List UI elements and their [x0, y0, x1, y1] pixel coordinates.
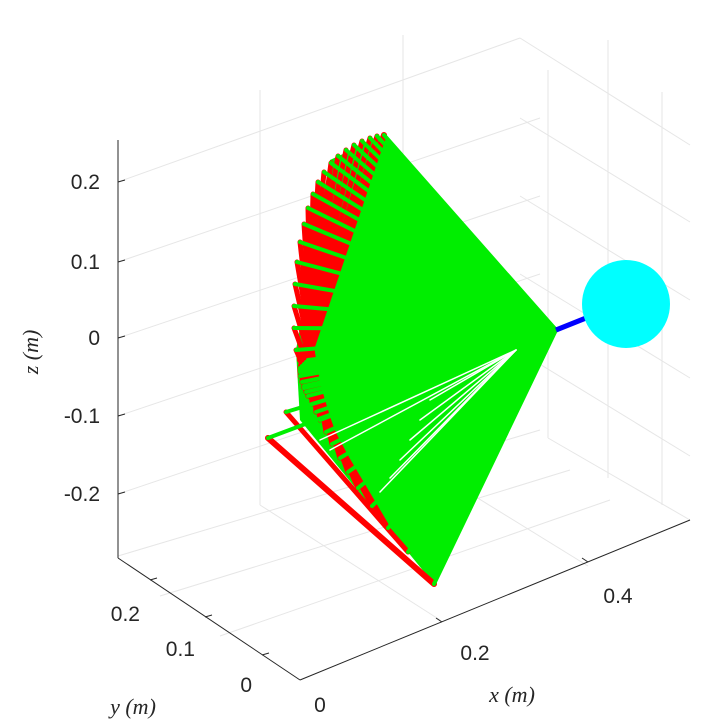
x-tick: [581, 557, 589, 563]
z-tick: [117, 491, 126, 495]
arm-lower-link: [318, 328, 558, 422]
z-tick-label: -0.1: [64, 405, 100, 428]
arm-lower-link: [324, 328, 558, 434]
grid-line: [117, 37, 521, 183]
y-tick: [149, 577, 158, 581]
arm-lower-link: [302, 222, 558, 332]
y-tick: [204, 614, 213, 618]
arm-lower-link: [406, 328, 558, 554]
arm-gap: [419, 349, 517, 421]
z-tick: [117, 259, 126, 263]
y-tick-label: 0.1: [166, 638, 195, 661]
grid-line: [159, 469, 571, 597]
axes: [117, 140, 691, 681]
arm-lower-link: [346, 328, 558, 474]
arm-lower-link: [316, 180, 558, 332]
arm-lower-link: [386, 328, 558, 530]
z-axis-title: z (m): [18, 330, 43, 376]
z-tick-label: 0.1: [71, 251, 100, 274]
z-tick: [117, 179, 126, 183]
arm-gap: [379, 349, 517, 493]
arm-lower-link: [293, 282, 558, 332]
grid-line: [519, 351, 691, 457]
arm-gap: [409, 349, 517, 441]
arm-lower-link: [298, 240, 558, 332]
y-tick-label: 0.2: [111, 603, 140, 626]
x-tick-label: 0: [314, 694, 326, 717]
grid-line: [547, 437, 691, 521]
x-tick-label: 0.4: [603, 585, 633, 608]
x-axis-title: x (m): [488, 682, 535, 707]
arm-lower-link: [311, 192, 558, 332]
y-axis-title: y (m): [108, 694, 156, 719]
arm-lower-link: [338, 328, 558, 460]
arm-lower-link: [292, 304, 558, 332]
z-tick-label: -0.2: [64, 483, 100, 506]
arm-gap: [399, 349, 517, 461]
y-tick-labels: 0.2 0.1 0: [111, 603, 252, 697]
y-tick-label: 0: [240, 674, 252, 697]
target-sphere: [582, 260, 670, 348]
grid-line: [519, 37, 691, 146]
x-tick-labels: 0 0.2 0.4: [314, 585, 633, 717]
z-tick-label: 0: [88, 327, 100, 350]
arm-lower-link: [295, 260, 558, 332]
y-axis-line: [117, 557, 301, 681]
arm-lower-link: [432, 328, 558, 586]
z-tick-label: 0.2: [71, 171, 100, 194]
arm-gap: [319, 349, 517, 441]
grid-line: [259, 504, 441, 621]
arm-gap: [329, 349, 517, 451]
arm-series: [265, 132, 558, 587]
arm-upper-link: [265, 435, 437, 587]
x-tick-label: 0.2: [460, 642, 489, 665]
arm-lower-link: [370, 328, 558, 508]
x-axis-line: [299, 519, 691, 681]
z-tick-labels: 0.2 0.1 0 -0.1 -0.2: [64, 171, 100, 506]
z-tick: [117, 413, 126, 417]
arm-lower-link: [306, 206, 558, 332]
grid-line: [519, 117, 691, 223]
x-tick: [435, 617, 443, 623]
z-tick: [117, 335, 126, 339]
arm-lower-link: [292, 326, 558, 332]
arm-lower-link: [330, 328, 558, 446]
y-tick: [261, 652, 270, 656]
